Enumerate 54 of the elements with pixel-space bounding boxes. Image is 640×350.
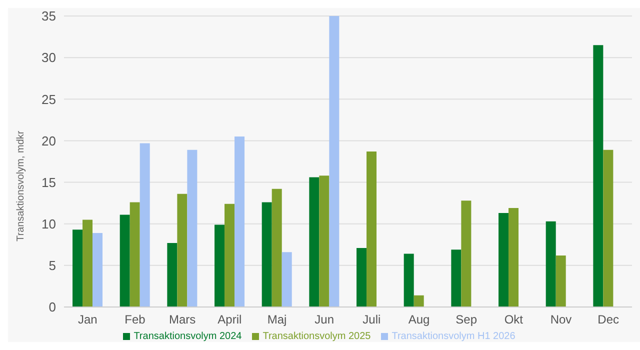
y-axis-title: Transaktionsvolym, mdkr [16,130,27,242]
bar [593,45,604,307]
bar [224,204,235,307]
x-tick-label: Jun [314,312,334,327]
bar [214,224,225,307]
bar [187,150,198,307]
x-tick-label: Nov [550,312,572,327]
y-tick-label: 25 [42,92,56,107]
bar [120,214,130,307]
bar [329,16,340,307]
bar [451,250,462,307]
x-tick-label: Okt [504,312,524,327]
bar [177,194,188,307]
x-tick-label: Jan [78,312,98,327]
legend-label: Transaktionsvolym 2024 [134,331,242,342]
x-tick-label: Juli [362,312,381,327]
bar [234,136,245,307]
bar [130,202,140,307]
legend-label: Transaktionsvolym 2025 [262,331,371,342]
x-tick-label: Sep [456,312,478,327]
bar [272,188,282,307]
y-tick-label: 0 [48,300,56,315]
bar [603,150,614,307]
bar [282,252,292,307]
bar [82,220,93,307]
bar [262,202,272,307]
y-tick-label: 10 [42,216,56,232]
bar [404,254,414,307]
legend-label: Transaktionsvolym H1 2026 [392,331,516,342]
bar [546,221,556,307]
bar [309,177,320,307]
x-tick-label: Maj [267,312,287,327]
bar [414,295,424,307]
bar [461,200,472,307]
bar [72,230,83,307]
x-tick-label: Feb [124,312,146,327]
bar [319,176,330,307]
y-tick-label: 15 [42,174,56,190]
bar [556,255,566,307]
bar [508,208,519,307]
y-tick-label: 35 [42,8,56,24]
bar [140,143,150,307]
bar [92,233,103,307]
bar [366,152,377,307]
bar [356,248,367,307]
y-tick-label: 30 [42,50,56,66]
x-tick-label: April [218,312,242,327]
y-tick-label: 5 [48,258,56,274]
y-tick-label: 20 [42,133,56,148]
bar [498,213,509,307]
x-tick-label: Mars [168,312,196,327]
x-tick-label: Aug [408,312,430,327]
bar [167,242,178,307]
x-tick-label: Dec [598,312,620,327]
